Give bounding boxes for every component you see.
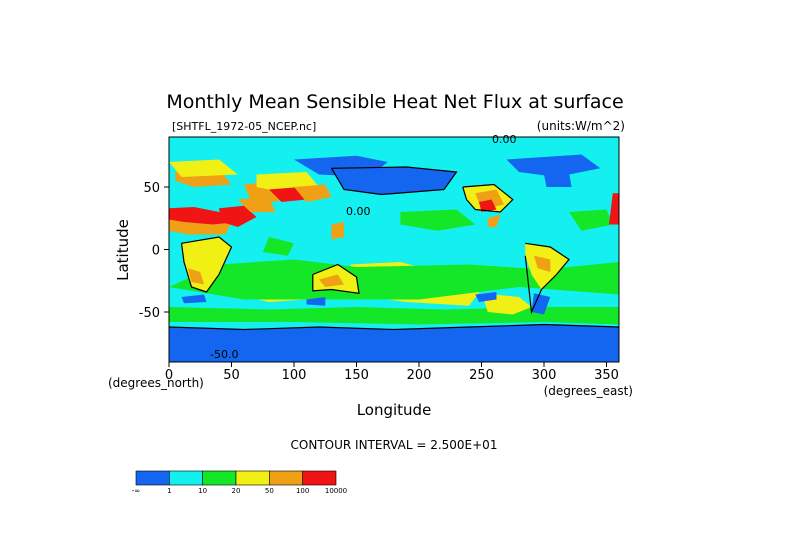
contour-label: -50.0 [210, 348, 238, 361]
field-region [319, 274, 344, 287]
colorbar-label: -∞ [132, 487, 140, 495]
field-region [331, 222, 344, 240]
field-region [262, 237, 294, 256]
units-label: (units:W/m^2) [537, 119, 625, 133]
field-region [331, 167, 457, 195]
field-region [487, 214, 501, 227]
field-region [506, 154, 601, 177]
field-region [169, 259, 619, 300]
x-tick-label: 100 [282, 368, 307, 383]
field-region [169, 324, 619, 362]
x-tick-label: 0 [165, 368, 173, 383]
colorbar-swatch [269, 470, 303, 486]
field-region [169, 307, 619, 325]
contour-line [312, 263, 360, 295]
colorbar-label: 50 [265, 487, 274, 495]
contour-line [180, 236, 233, 293]
colorbar-label: 20 [232, 487, 241, 495]
x-tick-label: 300 [532, 368, 557, 383]
colorbar-label: 1 [167, 487, 171, 495]
x-axis-label: Longitude [357, 401, 432, 419]
y-tick-label: -50 [139, 306, 160, 321]
x-tick-label: 150 [344, 368, 369, 383]
colorbar-label: 10 [198, 487, 207, 495]
y-tick-label: 50 [143, 181, 160, 196]
field-region [534, 255, 551, 272]
colorbar-label: 10000 [325, 487, 347, 495]
y-tick-label: 0 [152, 244, 160, 259]
contour-lines [168, 166, 620, 331]
x-tick-label: 350 [594, 368, 619, 383]
x-tick-label: 50 [223, 368, 240, 383]
field-region [609, 193, 619, 225]
field-region [169, 207, 238, 225]
contour-label: 0.00 [492, 133, 517, 146]
colorbar-swatch [135, 470, 170, 486]
field-region [169, 159, 238, 177]
field-region [569, 209, 613, 231]
contour-label: 0.00 [346, 205, 371, 218]
flux-field [169, 154, 619, 362]
colorbar-label: 100 [296, 487, 309, 495]
contour-line [462, 183, 514, 213]
field-region [306, 297, 326, 306]
x-axis-unit: (degrees_east) [544, 384, 633, 398]
contour-line [168, 323, 620, 331]
field-region [531, 293, 551, 315]
chart-title: Monthly Mean Sensible Heat Net Flux at s… [166, 91, 623, 113]
file-label: [SHTFL_1972-05_NCEP.nc] [172, 120, 316, 133]
x-axis-ticks: 0 50 100 150 200 250 300 350 [165, 362, 619, 383]
contour-line [330, 166, 458, 196]
colorbar-swatch [169, 470, 203, 486]
field-region [219, 205, 257, 227]
colorbar-swatch [202, 470, 237, 486]
field-region [294, 184, 332, 202]
colorbar-swatch [235, 470, 270, 486]
field-region [479, 199, 497, 212]
y-axis-ticks: 50 0 -50 [139, 181, 169, 321]
x-tick-label: 200 [407, 368, 432, 383]
contour-line [524, 242, 570, 315]
contour-interval-label: CONTOUR INTERVAL = 2.500E+01 [291, 438, 498, 452]
y-axis-label: Latitude [114, 219, 132, 281]
colorbar-swatch [302, 470, 337, 486]
field-region [187, 268, 204, 285]
colorbar: -∞ 1 10 20 50 100 10000 [132, 470, 347, 495]
field-region [475, 292, 497, 302]
field-region [181, 294, 207, 304]
plot-area [168, 136, 620, 363]
field-region [400, 209, 476, 231]
y-axis-unit: (degrees_north) [108, 376, 204, 390]
field-region [544, 172, 572, 187]
x-tick-label: 250 [469, 368, 494, 383]
